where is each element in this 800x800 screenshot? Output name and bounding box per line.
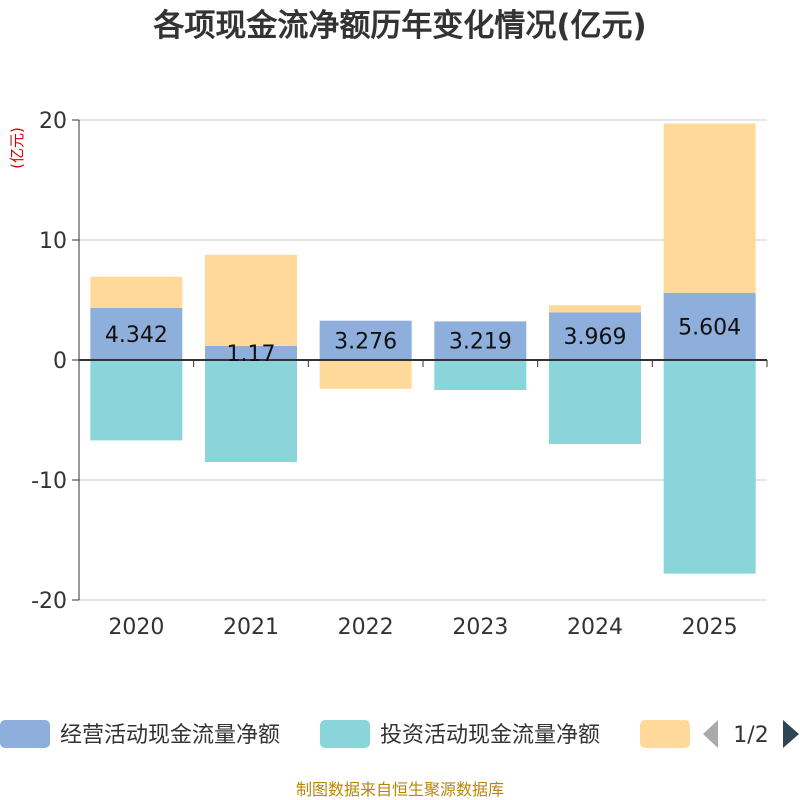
x-tick-label: 2022 [338,615,394,640]
bar-series1-2020[interactable] [90,307,183,360]
bar-series2-2023[interactable] [434,360,527,390]
data-label: 1.17 [227,342,276,367]
legend-prev-page-icon[interactable] [703,720,718,748]
legend-swatch-series3[interactable] [640,720,690,748]
bar-series1-2024[interactable] [549,312,641,360]
bar-series2-2024[interactable] [549,360,641,444]
y-axis-unit-label: (亿元) [8,127,26,169]
data-label: 3.969 [564,325,627,350]
y-tick-label: -20 [31,589,67,614]
y-tick-label: 20 [39,109,67,134]
legend-swatch-series2[interactable] [320,720,370,748]
bar-series3-2024[interactable] [549,305,641,313]
data-label: 5.604 [678,315,741,340]
x-tick-label: 2020 [108,615,164,640]
legend-label-series2[interactable]: 投资活动现金流量净额 [380,723,600,748]
legend-label-series1[interactable]: 经营活动现金流量净额 [60,723,280,748]
legend-next-page-icon[interactable] [783,720,799,748]
legend-page-indicator: 1/2 [733,723,768,748]
bar-series3-2020[interactable] [90,276,183,308]
data-source-note: 制图数据来自恒生聚源数据库 [296,780,504,799]
bar-series1-2022[interactable] [319,320,412,360]
bar-series2-2021[interactable] [205,360,297,462]
data-label: 3.219 [449,330,512,355]
legend-swatch-series1[interactable] [0,720,50,748]
bar-series2-2025[interactable] [663,360,756,574]
x-tick-label: 2023 [452,615,508,640]
data-label: 4.342 [105,323,168,348]
bar-series1-2023[interactable] [434,321,527,360]
x-tick-label: 2025 [682,615,738,640]
data-label: 3.276 [334,329,397,354]
y-tick-label: -10 [31,469,67,494]
x-tick-label: 2024 [567,615,623,640]
bar-series3-2021[interactable] [205,254,297,346]
y-tick-label: 10 [39,229,67,254]
chart-title: 各项现金流净额历年变化情况(亿元) [152,8,646,44]
bar-series3-2022[interactable] [319,360,412,389]
y-tick-label: 0 [53,349,67,374]
bar-series1-2021[interactable] [205,345,297,360]
bar-series2-2020[interactable] [90,360,183,441]
x-tick-label: 2021 [223,615,279,640]
bar-series3-2025[interactable] [663,123,756,293]
bar-series1-2025[interactable] [663,292,756,360]
